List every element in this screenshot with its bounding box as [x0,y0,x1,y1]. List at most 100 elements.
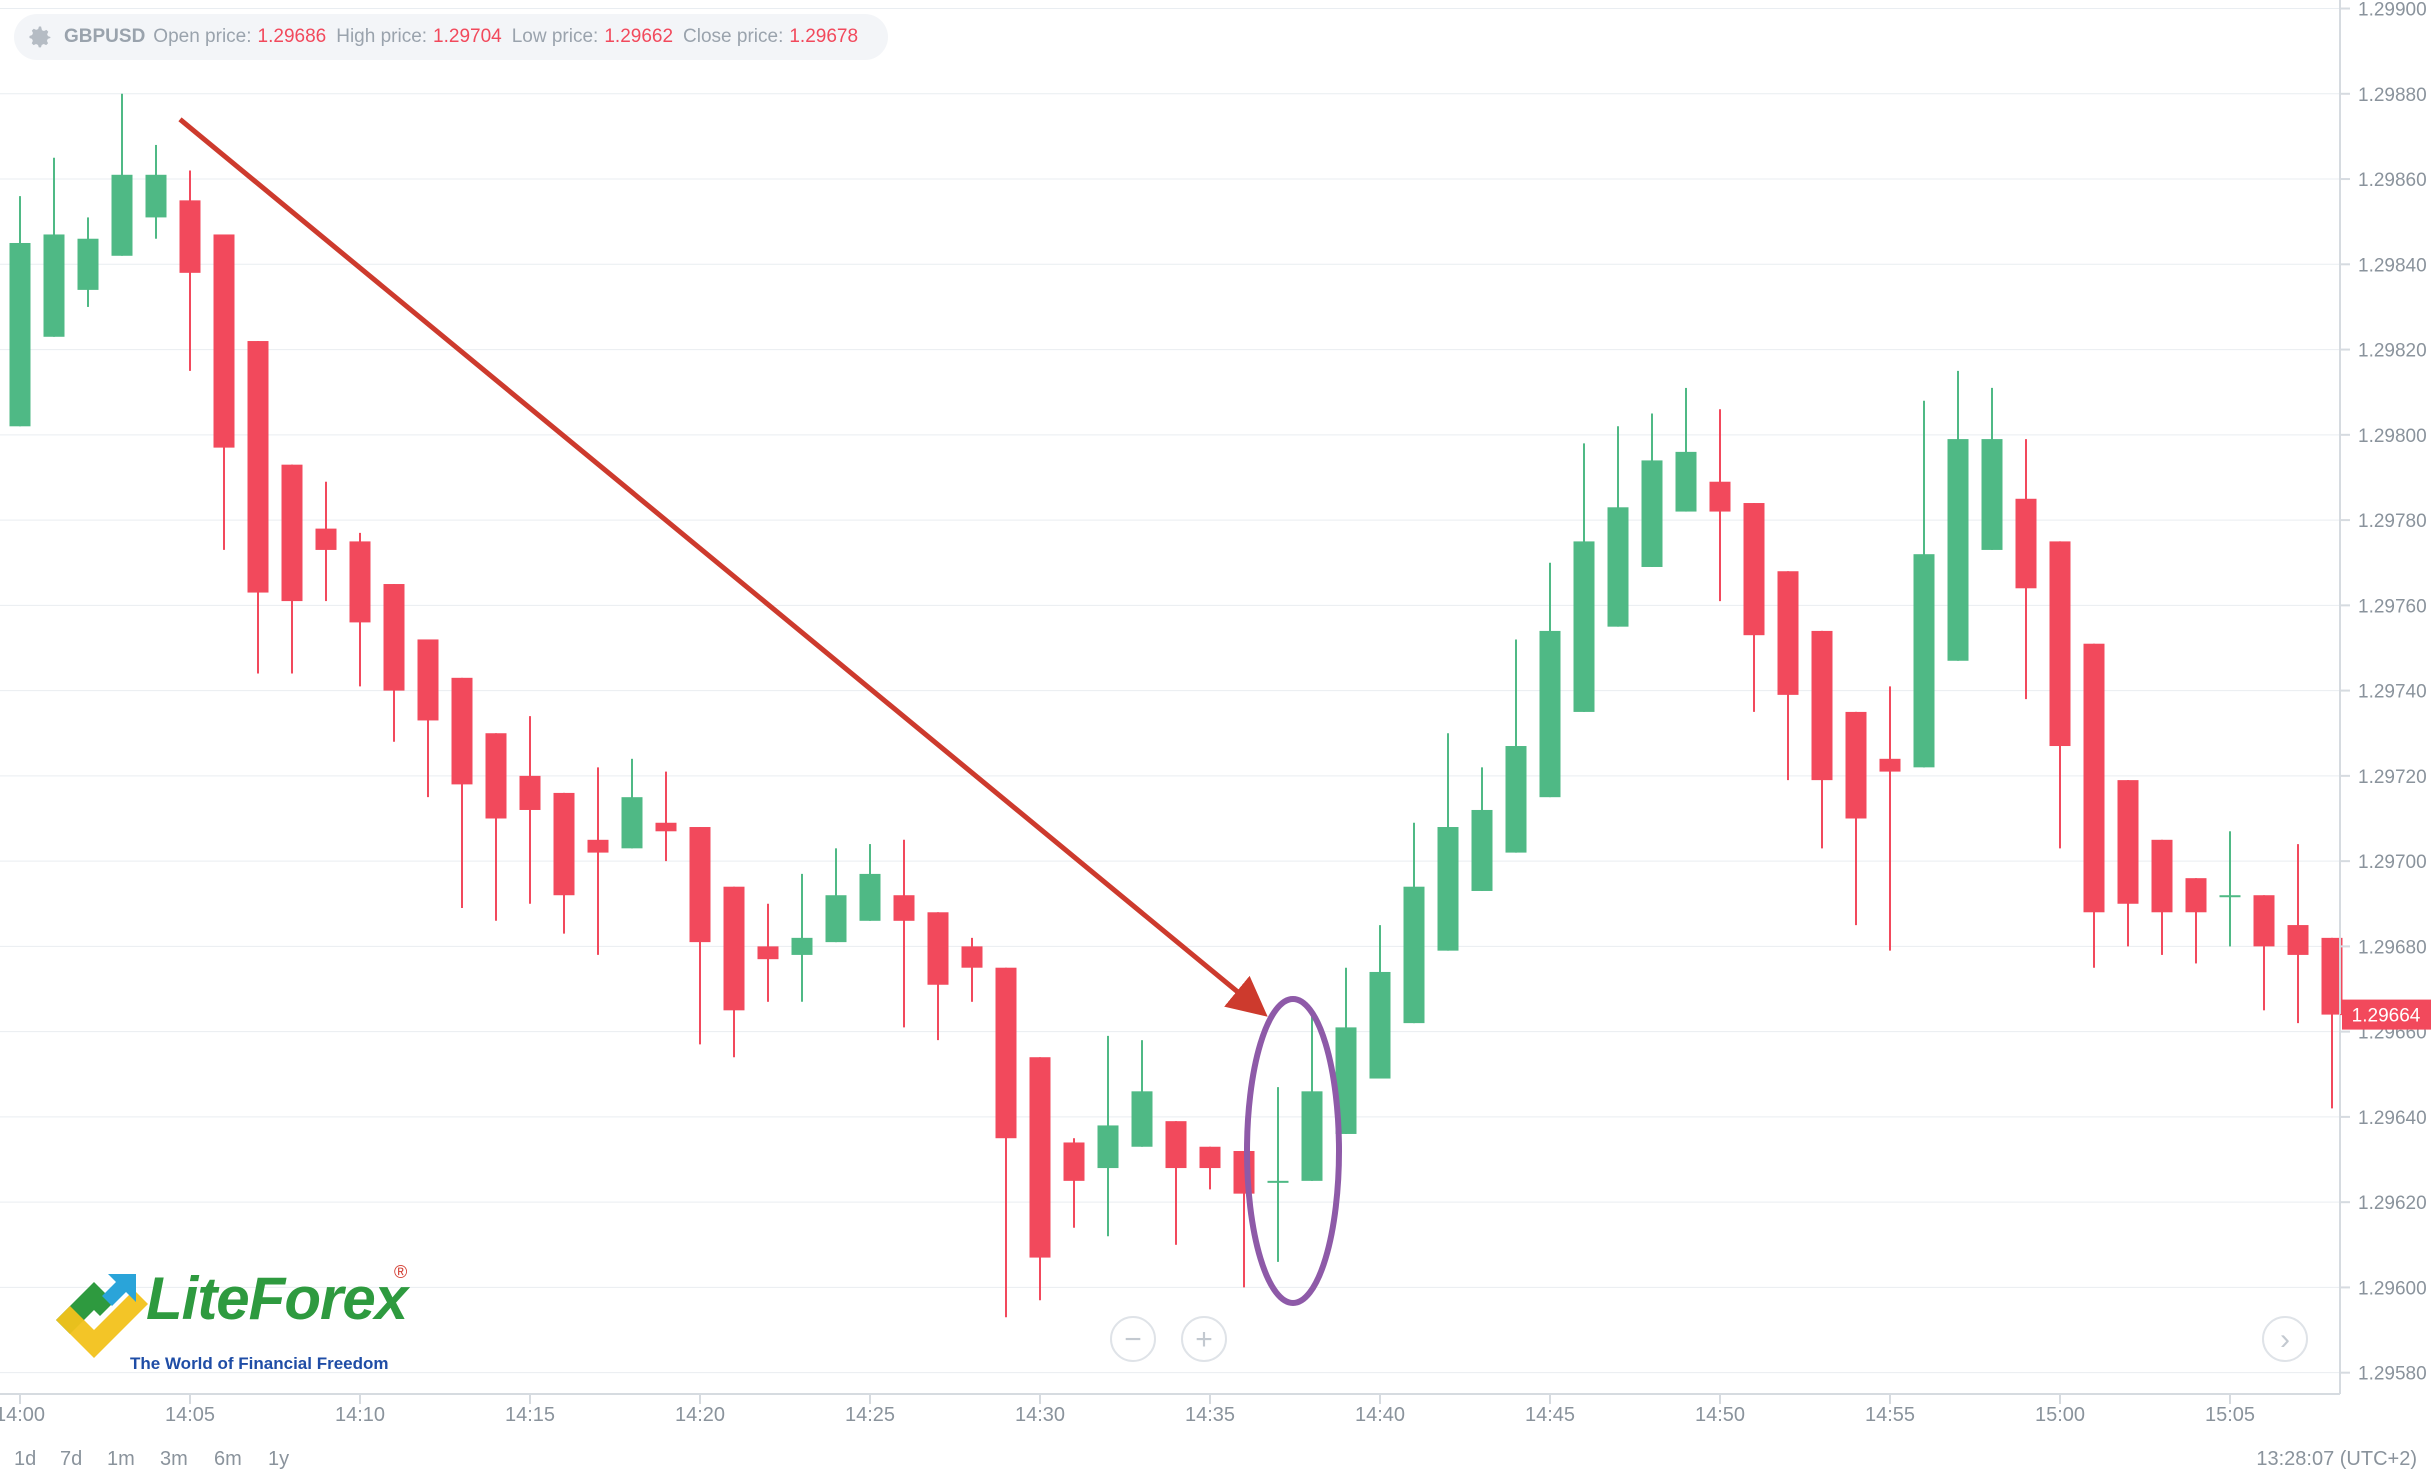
candle[interactable] [1131,1040,1153,1147]
candle[interactable] [1675,387,1697,512]
candle[interactable] [587,767,609,955]
candle[interactable] [995,967,1017,1318]
candle-body [349,541,371,623]
candle[interactable] [1641,413,1663,567]
y-tick-label: 1.29840 [2358,255,2427,276]
high-label: High price: [336,26,428,47]
candle[interactable] [655,771,677,862]
candle[interactable] [1165,1121,1187,1245]
candle[interactable] [349,532,371,687]
y-tick-label: 1.29740 [2358,682,2427,703]
candle[interactable] [757,903,779,1002]
candle-body [519,775,541,810]
candle[interactable] [1505,639,1527,853]
range-1m[interactable]: 1m [107,1448,135,1470]
candle[interactable] [1029,1057,1051,1301]
y-tick-label: 1.29580 [2358,1364,2427,1385]
candle[interactable] [1335,967,1357,1134]
candle[interactable] [2049,541,2071,849]
low-value: 1.29662 [604,26,674,47]
candle[interactable] [2253,895,2275,1011]
candle[interactable] [1573,443,1595,712]
candle[interactable] [1063,1138,1085,1228]
candle[interactable] [859,844,881,921]
candle[interactable] [1403,822,1425,1024]
candle[interactable] [145,144,167,239]
candle[interactable] [961,937,983,1002]
candle[interactable] [1913,400,1935,768]
candle[interactable] [383,584,405,742]
candle[interactable] [2117,780,2139,947]
candle[interactable] [1539,562,1561,798]
candle[interactable] [111,93,133,256]
candle[interactable] [1709,409,1731,602]
candle-body [791,937,813,955]
candle[interactable] [315,481,337,602]
low-label: Low price: [511,26,599,47]
candle[interactable] [213,234,235,550]
candle[interactable] [2185,878,2207,964]
y-tick-label: 1.29880 [2358,85,2427,106]
candle[interactable] [1811,630,1833,849]
candle-body [1607,507,1629,627]
range-1d[interactable]: 1d [14,1448,37,1470]
candle[interactable] [1097,1035,1119,1237]
candle[interactable] [1947,370,1969,661]
y-tick-label: 1.29680 [2358,937,2427,958]
candle[interactable] [1471,767,1493,891]
candle-body [2253,895,2275,947]
candle[interactable] [893,839,915,1028]
candle[interactable] [9,196,31,427]
candle[interactable] [1199,1146,1221,1190]
candle[interactable] [77,217,99,307]
zoom-in-button[interactable]: + [1181,1316,1227,1362]
candle[interactable] [519,716,541,904]
scroll-next-button[interactable]: › [2262,1316,2308,1362]
candle[interactable] [1607,426,1629,627]
candle-body [1505,746,1527,853]
candle[interactable] [1369,925,1391,1079]
candle[interactable] [1777,571,1799,781]
gear-icon[interactable] [26,23,54,51]
candle[interactable] [723,886,745,1058]
candle[interactable] [689,827,711,1045]
candle[interactable] [791,873,813,1002]
candle[interactable] [2321,937,2343,1109]
candle[interactable] [2219,831,2241,947]
candle[interactable] [43,157,65,337]
candle[interactable] [417,639,439,798]
candle[interactable] [621,758,643,849]
range-1y[interactable]: 1y [268,1448,290,1470]
time-axis: 14:00 14:05 14:10 14:15 14:20 14:25 14:30 14:35… [0,1393,2340,1426]
candle[interactable] [927,912,949,1041]
candle[interactable] [451,677,473,909]
candle[interactable] [247,341,269,674]
candle[interactable] [2015,439,2037,700]
range-3m[interactable]: 3m [160,1448,188,1470]
candle[interactable] [825,848,847,943]
zoom-out-button[interactable]: − [1110,1316,1156,1362]
candle[interactable] [179,170,201,371]
candle-body [1573,541,1595,712]
y-tick-label: 1.29800 [2358,426,2427,447]
candle[interactable] [2083,643,2105,968]
candle[interactable] [2287,844,2309,1024]
candle[interactable] [1267,1087,1289,1262]
range-6m[interactable]: 6m [214,1448,242,1470]
range-7d[interactable]: 7d [60,1448,83,1470]
candle-body [757,946,779,960]
y-tick-label: 1.29760 [2358,596,2427,617]
candle[interactable] [1437,733,1459,951]
candle-body [1811,630,1833,781]
candle[interactable] [1301,1014,1323,1181]
candle[interactable] [1879,686,1901,951]
x-tick-label: 15:05 [2205,1404,2255,1426]
candle[interactable] [1981,387,2003,550]
candle[interactable] [2151,839,2173,955]
candle[interactable] [485,733,507,921]
candle[interactable] [281,464,303,674]
candle[interactable] [1743,503,1765,712]
candle[interactable] [553,792,575,934]
candle[interactable] [1845,711,1867,926]
